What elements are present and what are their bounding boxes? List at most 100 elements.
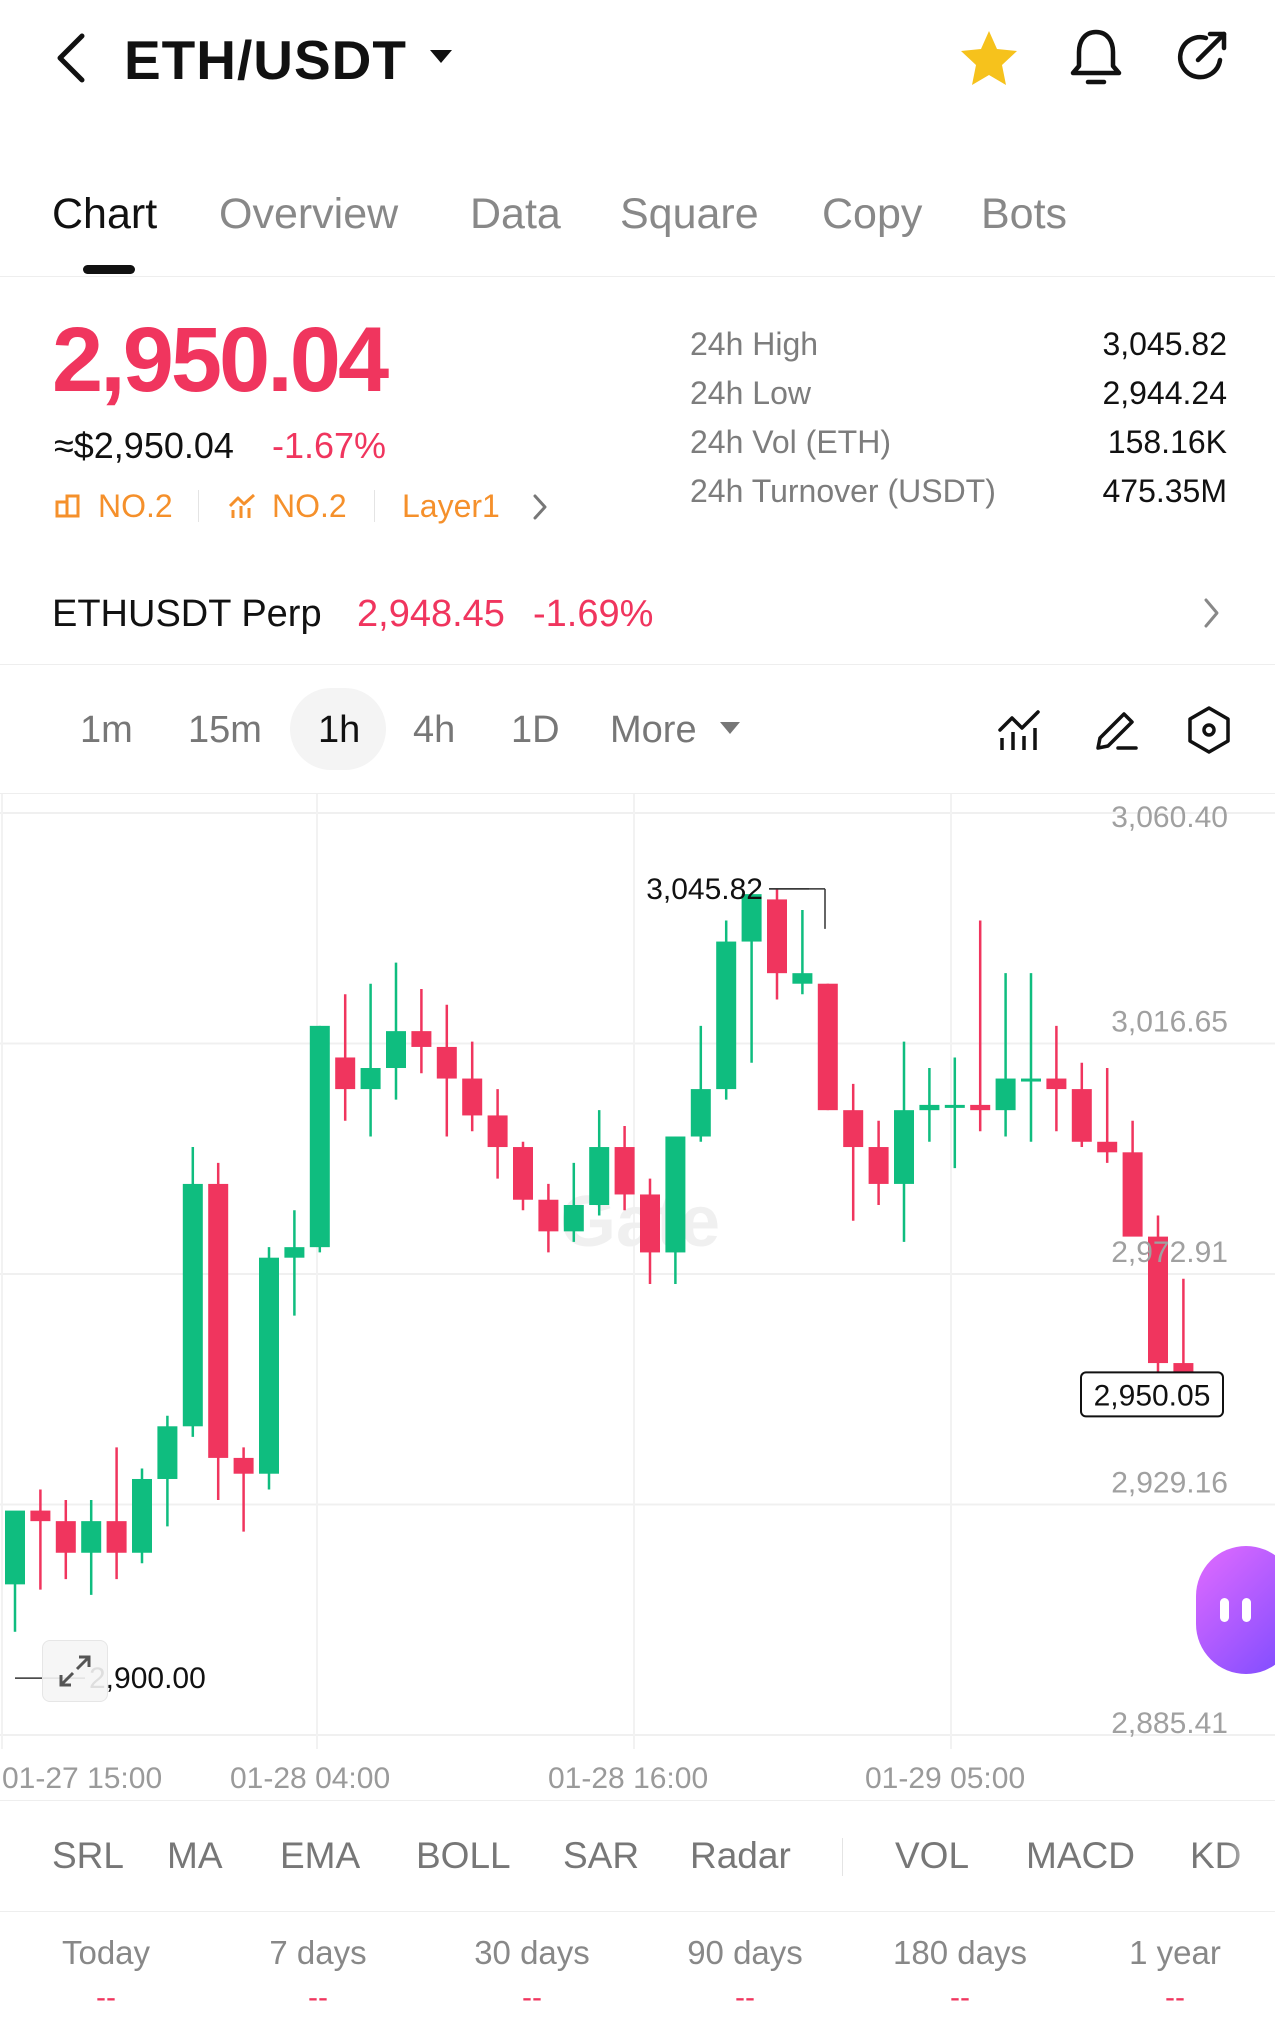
timeframe-more[interactable]: More xyxy=(610,709,697,751)
candle-body[interactable] xyxy=(563,1205,584,1232)
candle-body[interactable] xyxy=(513,1147,533,1200)
candle-body[interactable] xyxy=(868,1147,889,1184)
fullscreen-button[interactable] xyxy=(42,1640,108,1702)
candle-body[interactable] xyxy=(208,1183,229,1458)
star-icon[interactable] xyxy=(958,28,1020,88)
timeframe-1m[interactable]: 1m xyxy=(80,709,133,751)
candle-body[interactable] xyxy=(995,1078,1016,1111)
assistant-bubble-button[interactable] xyxy=(1196,1546,1275,1674)
timeframe-active-pill xyxy=(290,688,386,770)
divider xyxy=(374,490,375,522)
candle-body[interactable] xyxy=(106,1521,127,1553)
trend-rank[interactable]: NO.2 xyxy=(272,488,347,524)
tab-square[interactable]: Square xyxy=(620,190,759,238)
settings-hexagon-icon[interactable] xyxy=(1184,704,1234,756)
stat-label-turnover: 24h Turnover (USDT) xyxy=(690,473,996,509)
indicator-kdj[interactable]: KDJ xyxy=(1190,1835,1240,1876)
candle-body[interactable] xyxy=(5,1510,25,1585)
chevron-right-icon[interactable] xyxy=(1202,596,1222,630)
candle-body[interactable] xyxy=(970,1104,991,1111)
back-arrow-icon[interactable] xyxy=(52,30,92,86)
bell-icon[interactable] xyxy=(1068,26,1124,88)
timeframe-15m[interactable]: 15m xyxy=(188,709,262,751)
candle-body[interactable] xyxy=(767,899,787,974)
candle-body[interactable] xyxy=(792,973,813,984)
candle-body[interactable] xyxy=(1097,1141,1118,1153)
tab-bots[interactable]: Bots xyxy=(981,190,1068,238)
high-price-label: 3,045.82 xyxy=(646,873,763,906)
candle-body[interactable] xyxy=(1071,1089,1092,1142)
candle-body[interactable] xyxy=(741,894,762,942)
candle-body[interactable] xyxy=(284,1247,305,1258)
candlestick-chart[interactable]: Gate 3,060.403,016.652,972.912,929.162,8… xyxy=(0,793,1275,1749)
candle-body[interactable] xyxy=(386,1031,406,1069)
timeframe-4h[interactable]: 4h xyxy=(413,709,456,751)
indicator-icon[interactable] xyxy=(996,706,1044,754)
candle-body[interactable] xyxy=(411,1031,432,1047)
perp-row[interactable] xyxy=(0,568,1275,665)
candle-body[interactable] xyxy=(309,1025,330,1248)
category-tag[interactable]: Layer1 xyxy=(402,488,500,524)
timeframe-1h[interactable]: 1h xyxy=(318,709,361,751)
chevron-right-icon[interactable] xyxy=(530,492,550,522)
candle-body[interactable] xyxy=(665,1136,686,1253)
candle-body[interactable] xyxy=(259,1257,279,1474)
candle-body[interactable] xyxy=(30,1510,51,1522)
candle-body[interactable] xyxy=(843,1110,864,1148)
perp-change: -1.69% xyxy=(533,593,654,635)
divider xyxy=(198,490,199,522)
candle-body[interactable] xyxy=(690,1089,711,1137)
timeframe-1d[interactable]: 1D xyxy=(511,709,560,751)
candle-body[interactable] xyxy=(817,983,838,1111)
candle-body[interactable] xyxy=(640,1194,660,1253)
more-caret-icon[interactable] xyxy=(720,722,740,734)
candle-body[interactable] xyxy=(462,1078,483,1116)
candle-body[interactable] xyxy=(1046,1078,1067,1090)
indicator-macd[interactable]: MACD xyxy=(1026,1835,1135,1876)
candle-body[interactable] xyxy=(894,1110,914,1184)
candle-body[interactable] xyxy=(335,1057,356,1090)
candle-body[interactable] xyxy=(55,1521,76,1553)
tab-copy[interactable]: Copy xyxy=(822,190,923,238)
candle-body[interactable] xyxy=(487,1115,508,1148)
candle-body[interactable] xyxy=(233,1457,254,1474)
indicator-vol[interactable]: VOL xyxy=(895,1835,970,1876)
period-value-30d: -- xyxy=(522,1981,542,2014)
candle-body[interactable] xyxy=(1021,1078,1041,1082)
price-change: -1.67% xyxy=(272,425,387,466)
tab-overview[interactable]: Overview xyxy=(219,190,399,238)
last-price: 2,950.04 xyxy=(52,309,389,411)
candle-body[interactable] xyxy=(716,941,737,1090)
pair-dropdown-caret-icon[interactable] xyxy=(430,50,452,63)
market-cap-rank[interactable]: NO.2 xyxy=(98,488,173,524)
indicator-ma[interactable]: MA xyxy=(167,1835,223,1876)
share-icon[interactable] xyxy=(1172,28,1230,86)
indicator-boll[interactable]: BOLL xyxy=(416,1835,511,1876)
candle-body[interactable] xyxy=(81,1521,102,1553)
stat-value-low: 2,944.24 xyxy=(1102,375,1227,411)
candle-body[interactable] xyxy=(1148,1236,1168,1364)
draw-pencil-icon[interactable] xyxy=(1092,706,1140,754)
candle-body[interactable] xyxy=(919,1104,940,1111)
period-value-7d: -- xyxy=(308,1981,328,2014)
candle-body[interactable] xyxy=(1122,1152,1143,1237)
candle-body[interactable] xyxy=(944,1104,965,1108)
candle-body[interactable] xyxy=(538,1199,559,1232)
indicator-srl[interactable]: SRL xyxy=(52,1835,124,1876)
indicator-sar[interactable]: SAR xyxy=(563,1835,640,1876)
indicator-radar[interactable]: Radar xyxy=(690,1835,791,1876)
indicator-ema[interactable]: EMA xyxy=(280,1835,361,1876)
tab-data[interactable]: Data xyxy=(470,190,561,238)
candle-body[interactable] xyxy=(157,1426,178,1479)
period-label-90d: 90 days xyxy=(687,1934,803,1971)
candle-body[interactable] xyxy=(614,1147,635,1195)
candle-body[interactable] xyxy=(132,1478,152,1553)
candle-body[interactable] xyxy=(436,1046,457,1079)
candle-body[interactable] xyxy=(360,1068,381,1090)
tab-chart[interactable]: Chart xyxy=(52,190,158,238)
candle-body[interactable] xyxy=(589,1147,610,1206)
pair-title[interactable]: ETH/USDT xyxy=(124,29,407,91)
assistant-eye-icon xyxy=(1242,1598,1251,1622)
chart-canvas[interactable]: Gate 3,060.403,016.652,972.912,929.162,8… xyxy=(0,794,1275,1749)
candle-body[interactable] xyxy=(182,1183,203,1427)
